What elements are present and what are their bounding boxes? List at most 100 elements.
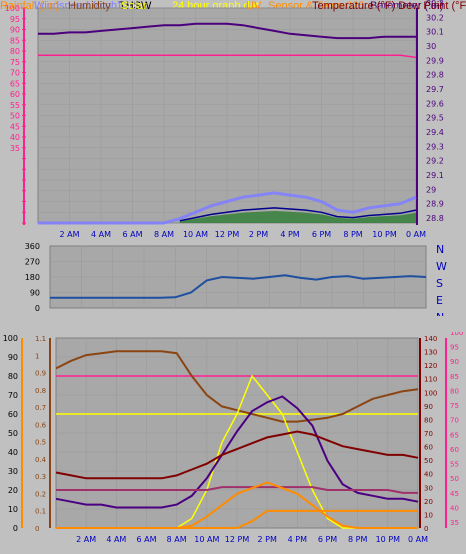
top-left-tick: 85 <box>10 36 20 45</box>
barometer-line <box>38 22 416 40</box>
humidity-tick: 100 <box>3 334 18 343</box>
top-right-tick: 29.9 <box>426 56 444 65</box>
humidity-line <box>55 350 419 423</box>
bottom-chart: 2 AM 4 AM 6 AM 8 AM 10 AM 12 PM 2 PM 4 PM 6 PM 8 … <box>3 332 464 544</box>
bottom-x-tick: 6 PM <box>318 535 337 544</box>
top-left-tick: 55 <box>10 101 20 110</box>
temp-tick: 60 <box>450 446 459 454</box>
top-right-tick: 30.3 <box>426 0 444 8</box>
top-left-tick: 45 <box>10 122 20 131</box>
wind-direction-chart: 090180270360NWSEN <box>25 242 447 316</box>
top-right-tick: 29.8 <box>426 71 444 80</box>
bottom-x-tick: 12 PM <box>225 535 250 544</box>
bottom-x-tick: 10 AM <box>194 535 219 544</box>
bottom-x-tick: 4 AM <box>106 535 126 544</box>
temp-tick: 100 <box>450 332 463 337</box>
top-left-tick: 90 <box>10 26 20 35</box>
top-x-tick: 8 PM <box>343 230 362 239</box>
solar-tick: 0 <box>424 525 428 533</box>
top-left-tick: 100 <box>5 4 20 13</box>
top-right-tick: 28.8 <box>426 214 444 223</box>
humidity-tick: 0 <box>13 524 18 533</box>
temp-tick: 40 <box>450 504 459 512</box>
mid-left-tick: 90 <box>30 289 40 298</box>
top-x-tick: 6 PM <box>312 230 331 239</box>
temperature-header: Temperature (°F) Dew Point (°F) <box>312 0 466 12</box>
solar-tick: 30 <box>424 484 433 492</box>
pink-line <box>38 54 417 59</box>
rain-tick: 0.1 <box>35 508 46 516</box>
top-left-tick: 75 <box>10 58 20 67</box>
humidity-tick: 70 <box>8 391 18 400</box>
solar-header: Solar <box>121 0 147 12</box>
avg-windspeed-line <box>179 207 417 222</box>
rain-tick: 1.1 <box>35 335 46 343</box>
mid-left-tick: 360 <box>25 242 40 251</box>
top-x-tick: 4 AM <box>91 230 111 239</box>
mid-compass-label: S <box>436 277 443 290</box>
windspeed-line <box>38 191 417 225</box>
humidity-tick: 50 <box>8 429 18 438</box>
top-right-tick: 29 <box>426 185 436 194</box>
humidity-tick: 40 <box>8 448 18 457</box>
humidity-tick: 60 <box>8 410 18 419</box>
top-left-tick: 80 <box>10 47 20 56</box>
top-x-tick: 10 AM <box>183 230 208 239</box>
top-right-tick: 28.9 <box>426 200 444 209</box>
uv-header: UV <box>246 0 262 12</box>
top-x-tick: 10 PM <box>372 230 397 239</box>
temp-tick: 45 <box>450 490 459 498</box>
solar-tick: 10 <box>424 511 433 519</box>
solar-tick: 130 <box>424 349 437 357</box>
gust-area <box>179 211 416 223</box>
solar-tick: 20 <box>424 498 433 506</box>
solar-tick: 40 <box>424 471 433 479</box>
temp-tick: 75 <box>450 402 459 410</box>
top-chart: 2 AM 4 AM 6 AM 8 AM 10 AM 12 PM 2 PM 4 PM 6 PM 8 … <box>5 0 444 239</box>
humidity-header: Humidity <box>68 0 111 12</box>
mid-compass-label: N <box>436 311 444 316</box>
temp-tick: 85 <box>450 373 459 381</box>
wind-direction-line <box>50 274 427 299</box>
temp-tick: 50 <box>450 475 459 483</box>
rain-tick: 0.3 <box>35 473 46 481</box>
temp-tick: 70 <box>450 417 459 425</box>
top-left-tick: 95 <box>10 15 20 24</box>
solar-tick: 60 <box>424 444 433 452</box>
rain-tick: 0.2 <box>35 490 46 498</box>
humidity-tick: 80 <box>8 372 18 381</box>
dewpoint-line <box>56 486 418 494</box>
top-right-tick: 29.1 <box>426 171 444 180</box>
top-left-tick: 65 <box>10 79 20 88</box>
top-right-tick: 29.4 <box>426 128 444 137</box>
temp-tick: 90 <box>450 358 459 366</box>
top-right-tick: 29.6 <box>426 99 444 108</box>
rain-tick: 0.7 <box>35 404 46 412</box>
top-right-tick: 29.3 <box>426 142 444 151</box>
top-x-tick: 8 AM <box>154 230 174 239</box>
solar-tick: 120 <box>424 362 437 370</box>
bottom-x-tick: 4 PM <box>288 535 307 544</box>
bottom-x-tick: 2 PM <box>257 535 276 544</box>
thsw-header: THSW <box>119 0 152 12</box>
top-left-tick: 70 <box>10 69 20 78</box>
mid-left-tick: 180 <box>25 273 40 282</box>
bottom-x-tick: 2 AM <box>76 535 96 544</box>
bottom-x-tick: 0 AM <box>408 535 428 544</box>
mid-left-tick: 270 <box>25 258 40 267</box>
rain-tick: 0.4 <box>35 456 47 464</box>
top-right-tick: 30.2 <box>426 13 444 22</box>
rain-tick: 1 <box>35 352 39 360</box>
top-x-tick: 0 AM <box>406 230 426 239</box>
temp-tick: 95 <box>450 344 459 352</box>
solar-tick: 80 <box>424 416 433 424</box>
top-x-tick: 4 PM <box>280 230 299 239</box>
mid-left-tick: 0 <box>35 304 40 313</box>
rain-tick: 0 <box>35 525 39 533</box>
top-left-tick: 40 <box>10 133 20 142</box>
top-right-tick: 29.5 <box>426 114 444 123</box>
solar-tick: 100 <box>424 389 437 397</box>
top-x-tick: 2 AM <box>59 230 79 239</box>
temp-tick: 65 <box>450 431 459 439</box>
rainfall-header: Rainfall (.in) <box>0 0 59 12</box>
